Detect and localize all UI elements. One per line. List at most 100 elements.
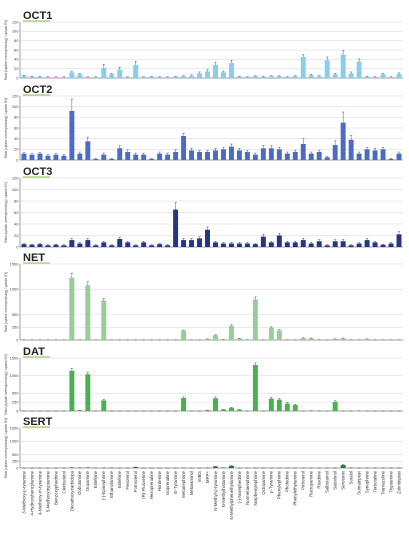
bar — [93, 158, 99, 160]
bar — [197, 238, 203, 247]
bar — [252, 76, 258, 78]
y-tick-label: 1000 — [10, 373, 20, 378]
bar — [181, 240, 187, 247]
x-tick-label: Synephrine — [364, 470, 369, 493]
x-tick-label: N-Methylphenethylamine — [229, 470, 234, 519]
y-tick-label: 20 — [14, 66, 19, 71]
y-axis-label: Ratio [uptake overexpressing] / uptake E… — [4, 354, 8, 415]
bar — [69, 277, 75, 340]
bar — [348, 245, 354, 247]
x-tick-label: Zolmitriptan — [396, 470, 401, 493]
x-tick-label: Octopamine — [261, 470, 266, 494]
bar — [300, 57, 306, 78]
bar — [69, 370, 75, 411]
bar — [228, 63, 234, 78]
bar — [284, 153, 290, 160]
bar — [340, 241, 346, 247]
bar — [396, 234, 402, 247]
bar — [133, 154, 139, 160]
bar — [260, 236, 266, 247]
x-tick-label: Clenbuterol — [61, 471, 66, 493]
bar — [205, 410, 210, 411]
bar — [268, 242, 274, 247]
bar — [324, 157, 330, 160]
bar — [324, 245, 330, 247]
bar — [316, 152, 322, 160]
y-tick-label: 0 — [16, 157, 19, 162]
y-tick-label: 60 — [14, 125, 19, 130]
bar — [189, 75, 195, 78]
bar — [372, 242, 378, 247]
bar — [213, 398, 218, 411]
panel-oct1: OCT1 0 20 40 60 80 100 120 Ratio [uptake overexp… — [4, 10, 403, 80]
bar — [93, 77, 99, 78]
x-tick-label: Phenylethylamine — [293, 470, 298, 505]
bar — [117, 69, 123, 78]
bar — [276, 399, 282, 411]
bar — [292, 152, 298, 160]
y-tick-label: 1500 — [10, 355, 20, 360]
y-tick-label: 100 — [12, 187, 19, 192]
panel-title: OCT1 — [23, 10, 52, 22]
bar — [149, 158, 155, 160]
bar — [260, 76, 266, 78]
x-tick-label: Serotonin — [341, 470, 346, 489]
y-tick-label: 1500 — [10, 425, 20, 430]
bar — [173, 152, 179, 160]
bar — [125, 152, 131, 160]
bar — [85, 285, 91, 340]
y-tick-label: 60 — [14, 47, 19, 52]
bar — [356, 243, 362, 247]
bar — [141, 242, 147, 247]
bar — [388, 158, 394, 160]
bar — [101, 400, 107, 411]
bar — [29, 244, 35, 247]
x-tick-label: Benzoxyphedrine — [53, 470, 58, 504]
x-tick-label: MPP+ — [205, 471, 210, 484]
bar — [340, 54, 346, 78]
bar — [213, 466, 218, 468]
bar — [37, 76, 43, 78]
bar — [189, 240, 195, 247]
bar — [340, 338, 346, 340]
bar — [284, 77, 290, 78]
bar — [133, 64, 139, 78]
x-tick-label: N-Methylhistamine — [221, 470, 226, 507]
bar — [61, 77, 67, 78]
bar — [324, 60, 330, 78]
x-tick-label: Formoterol — [133, 471, 138, 492]
bar — [268, 76, 274, 78]
bar — [228, 146, 234, 160]
bar — [316, 241, 322, 247]
bar — [109, 74, 115, 78]
bar — [220, 243, 226, 247]
bar — [300, 337, 306, 340]
x-tick-label: Sotalol — [349, 471, 354, 484]
bar — [244, 152, 250, 160]
bar — [53, 77, 59, 78]
bar — [220, 72, 226, 78]
bar — [109, 245, 115, 247]
bar — [61, 245, 67, 247]
bar — [372, 77, 378, 78]
bar — [157, 153, 163, 160]
bar — [276, 330, 282, 340]
bar — [117, 238, 123, 247]
bar — [37, 153, 43, 160]
bar — [133, 467, 139, 468]
bar — [332, 74, 338, 78]
bar — [117, 148, 123, 160]
bar — [252, 299, 258, 340]
y-tick-label: 120 — [12, 175, 19, 180]
panel-title: OCT3 — [23, 166, 52, 178]
panel-title: NET — [23, 252, 45, 264]
bar — [45, 77, 51, 78]
panel-oct3: OCT3 0 20 40 60 80 100 120 Ratio [uptake overexp… — [4, 166, 403, 249]
x-tick-label: Pirbuterol — [301, 471, 306, 490]
bar — [93, 245, 99, 247]
bar — [149, 76, 155, 78]
x-tick-label: Tramazoline — [380, 470, 385, 495]
bar — [101, 67, 107, 78]
bar — [213, 64, 218, 78]
x-tick-label: m-Tyramine — [173, 470, 178, 494]
